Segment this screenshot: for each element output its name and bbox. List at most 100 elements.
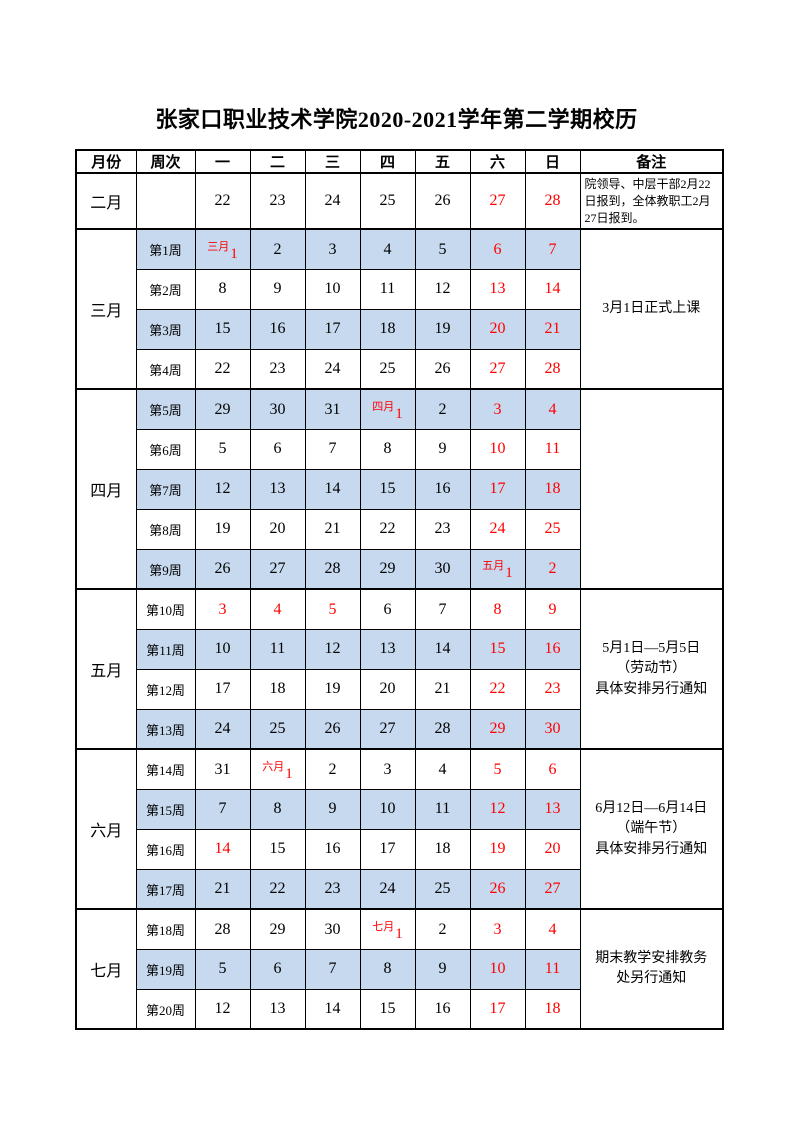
day-cell: 16 xyxy=(414,988,471,1030)
day-cell: 四月1 xyxy=(359,388,416,430)
week-row: 第6周 5 6 7 8 9 10 11 xyxy=(76,428,723,470)
remark-line: 日报到，全体教职工2月 xyxy=(584,193,711,208)
day-cell: 3 xyxy=(194,588,251,630)
day-cell: 18 xyxy=(414,828,471,870)
day-cell: 7 xyxy=(304,428,361,470)
day-cell: 27 xyxy=(469,348,526,390)
week-label-cell: 第3周 xyxy=(135,308,196,350)
week-label-cell: 第1周 xyxy=(135,228,196,270)
remark-cell: 院领导、中层干部2月22 日报到，全体教职工2月 27日报到。 xyxy=(579,171,724,230)
day-cell: 8 xyxy=(469,588,526,630)
month-start-day: 1 xyxy=(395,405,403,422)
day-cell: 11 xyxy=(359,268,416,310)
day-cell: 19 xyxy=(469,828,526,870)
week-label-cell: 第17周 xyxy=(135,868,196,910)
day-cell: 6 xyxy=(249,428,306,470)
week-row: 第12周 17 18 19 20 21 22 23 xyxy=(76,668,723,710)
day-cell: 14 xyxy=(304,988,361,1030)
week-label-cell: 第7周 xyxy=(135,468,196,510)
day-cell: 21 xyxy=(414,668,471,710)
week-row: 第20周 12 13 14 15 16 17 18 xyxy=(76,988,723,1030)
day-cell: 22 xyxy=(194,171,251,230)
day-cell: 30 xyxy=(249,388,306,430)
header-cell-5: 四 xyxy=(359,149,416,174)
week-row: 二月 22 23 24 25 26 27 28 院领导、中层干部2月22 日报到，全体教职工2月 2… xyxy=(75,171,724,230)
header-cell-1: 周次 xyxy=(135,149,196,174)
day-cell: 22 xyxy=(359,508,416,550)
day-cell: 5 xyxy=(414,228,471,270)
day-cell: 24 xyxy=(359,868,416,910)
day-cell: 9 xyxy=(414,428,471,470)
day-cell: 12 xyxy=(304,628,361,670)
month-cell: 二月 xyxy=(75,171,137,230)
day-cell: 7 xyxy=(414,588,471,630)
remark-line: 3月1日正式上课 xyxy=(602,301,701,317)
day-cell: 27 xyxy=(524,868,581,910)
day-cell: 10 xyxy=(194,628,251,670)
day-cell: 5 xyxy=(304,588,361,630)
day-cell: 3 xyxy=(359,748,416,790)
day-cell: 25 xyxy=(249,708,306,750)
day-cell: 10 xyxy=(304,268,361,310)
day-cell: 16 xyxy=(304,828,361,870)
day-cell: 10 xyxy=(359,788,416,830)
remark-cell: 期末教学安排教务 处另行通知 xyxy=(579,908,724,1030)
day-cell: 24 xyxy=(304,348,361,390)
week-label-cell: 第5周 xyxy=(135,388,196,430)
day-cell: 17 xyxy=(359,828,416,870)
week-label-cell xyxy=(135,171,196,230)
day-cell: 19 xyxy=(304,668,361,710)
day-cell: 23 xyxy=(249,348,306,390)
day-cell: 4 xyxy=(414,748,471,790)
day-cell: 27 xyxy=(469,171,526,230)
day-cell: 23 xyxy=(524,668,581,710)
day-cell: 14 xyxy=(194,828,251,870)
day-cell: 16 xyxy=(414,468,471,510)
month-start-label: 四月 xyxy=(372,400,395,413)
day-cell: 17 xyxy=(304,308,361,350)
week-label-cell: 第10周 xyxy=(135,588,196,630)
week-row: 第7周 12 13 14 15 16 17 18 xyxy=(76,468,723,510)
day-cell: 2 xyxy=(414,388,471,430)
week-row: 六月 第14周 31 六月1 2 3 4 5 6 6月12日—6月14日 （端午节） 具体安排另行通知 xyxy=(75,748,724,910)
day-cell: 26 xyxy=(304,708,361,750)
week-label-cell: 第20周 xyxy=(135,988,196,1030)
day-cell: 8 xyxy=(359,428,416,470)
day-cell: 26 xyxy=(414,171,471,230)
day-cell: 9 xyxy=(524,588,581,630)
week-row: 第8周 19 20 21 22 23 24 25 xyxy=(76,508,723,550)
day-cell: 16 xyxy=(249,308,306,350)
day-cell: 28 xyxy=(524,348,581,390)
day-cell: 12 xyxy=(194,468,251,510)
day-cell: 13 xyxy=(469,268,526,310)
day-cell: 6 xyxy=(249,948,306,990)
day-cell: 5 xyxy=(194,428,251,470)
day-cell: 7 xyxy=(194,788,251,830)
remark-line: 具体安排另行通知 xyxy=(595,841,708,857)
week-row: 五月 第10周 3 4 5 6 7 8 9 5月1日—5月5日 （劳动节） 具体安排另行通知 xyxy=(75,588,724,750)
day-cell: 17 xyxy=(469,468,526,510)
day-cell: 14 xyxy=(524,268,581,310)
month-start-day: 1 xyxy=(395,925,403,942)
day-cell: 七月1 xyxy=(359,908,416,950)
day-cell: 27 xyxy=(359,708,416,750)
week-row: 第15周 7 8 9 10 11 12 13 xyxy=(76,788,723,830)
day-cell: 2 xyxy=(304,748,361,790)
week-label-cell: 第2周 xyxy=(135,268,196,310)
day-cell: 27 xyxy=(249,548,306,590)
month-start-label: 七月 xyxy=(372,920,395,933)
week-label-cell: 第8周 xyxy=(135,508,196,550)
day-cell: 28 xyxy=(414,708,471,750)
day-cell: 六月1 xyxy=(249,748,306,790)
day-cell: 23 xyxy=(249,171,306,230)
day-cell: 5 xyxy=(194,948,251,990)
header-cell-4: 三 xyxy=(304,149,361,174)
remark-line: 处另行通知 xyxy=(616,971,687,987)
week-row: 第16周 14 15 16 17 18 19 20 xyxy=(76,828,723,870)
day-cell: 4 xyxy=(524,388,581,430)
day-cell: 2 xyxy=(524,548,581,590)
day-cell: 17 xyxy=(469,988,526,1030)
remark-line: 6月12日—6月14日 xyxy=(595,800,708,816)
day-cell: 14 xyxy=(304,468,361,510)
day-cell: 13 xyxy=(524,788,581,830)
